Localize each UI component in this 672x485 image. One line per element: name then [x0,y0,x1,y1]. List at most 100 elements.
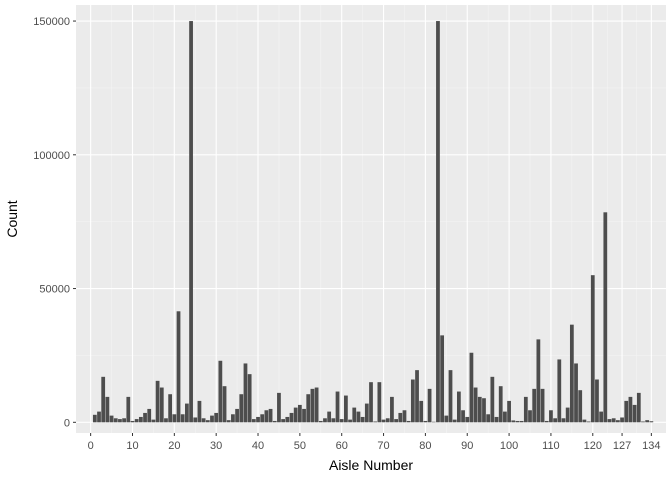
bar [197,400,202,423]
bar [256,416,260,423]
bar [574,363,578,423]
major-gridlines [76,5,666,433]
bar [239,394,244,423]
bar [222,386,227,423]
bar [318,420,323,423]
bar [461,410,465,423]
bar [557,359,562,423]
bar [176,311,181,423]
bar [335,391,340,423]
bar [498,386,503,423]
x-tick-label: 70 [377,440,389,452]
bar [126,396,131,423]
bar [624,400,629,423]
bar [101,376,106,423]
x-tick-label: 60 [336,440,348,452]
bar [582,419,587,423]
bar [532,388,537,423]
x-axis-title: Aisle Number [329,457,413,473]
bar [615,420,620,423]
bar [628,396,633,423]
bar [159,387,164,423]
bar [540,388,545,423]
bar [293,407,298,423]
bar [205,420,210,423]
bar [331,418,336,423]
bar [607,419,612,423]
bar [155,380,160,423]
bar [490,376,495,423]
bar [285,416,290,423]
x-tick-label: 134 [642,440,660,452]
bar [477,396,482,423]
bar [134,419,139,423]
bar [632,404,637,423]
bar [515,420,520,423]
x-tick-label: 10 [126,440,138,452]
bar [511,420,516,423]
bar [97,411,101,423]
bar [281,419,286,423]
bar [143,412,147,423]
bar [440,335,445,423]
bar [201,418,206,423]
bar [561,418,566,423]
x-tick-label: 120 [584,440,602,452]
y-tick-label: 50000 [39,284,70,296]
bar [549,410,553,423]
bar [402,410,407,423]
bar [373,421,378,423]
bar [105,396,110,423]
bar [507,400,511,423]
bar [452,419,457,423]
bar [327,411,332,423]
bar [92,414,97,423]
bar [260,414,265,423]
bar [109,415,114,423]
bar [118,419,122,423]
x-tick-label: 90 [461,440,473,452]
bar [277,392,281,423]
x-tick-label: 80 [419,440,431,452]
bar [214,412,219,423]
bar [611,418,616,423]
bar [235,408,239,423]
bar [164,418,168,423]
bar [494,416,499,423]
bar [297,404,302,423]
bar [243,363,248,423]
bar [423,420,428,423]
bar [599,411,604,423]
bar [352,407,357,423]
bar [553,418,557,423]
bar [172,414,177,423]
y-axis-title: Count [4,200,20,237]
bar [360,416,365,423]
bar [251,419,256,423]
x-tick-label: 127 [613,440,631,452]
x-tick-label: 0 [88,440,94,452]
bar [310,388,315,423]
x-tick-label: 20 [168,440,180,452]
bar [419,400,424,423]
bar [595,379,599,423]
bar [590,275,595,423]
bar [410,379,415,423]
y-tick-label: 150000 [33,16,70,28]
bar [394,419,398,423]
bar [565,407,570,423]
bar [168,394,173,423]
bar [147,408,152,423]
x-tick-label: 40 [252,440,264,452]
bar [536,339,541,423]
bar [323,418,327,423]
bar [415,370,419,423]
bar [503,411,507,423]
bar [390,396,394,423]
bar [528,410,532,423]
x-tick-label: 100 [500,440,518,452]
bar [314,387,319,423]
bar [586,421,591,423]
bar [122,418,127,423]
bar [523,396,528,423]
